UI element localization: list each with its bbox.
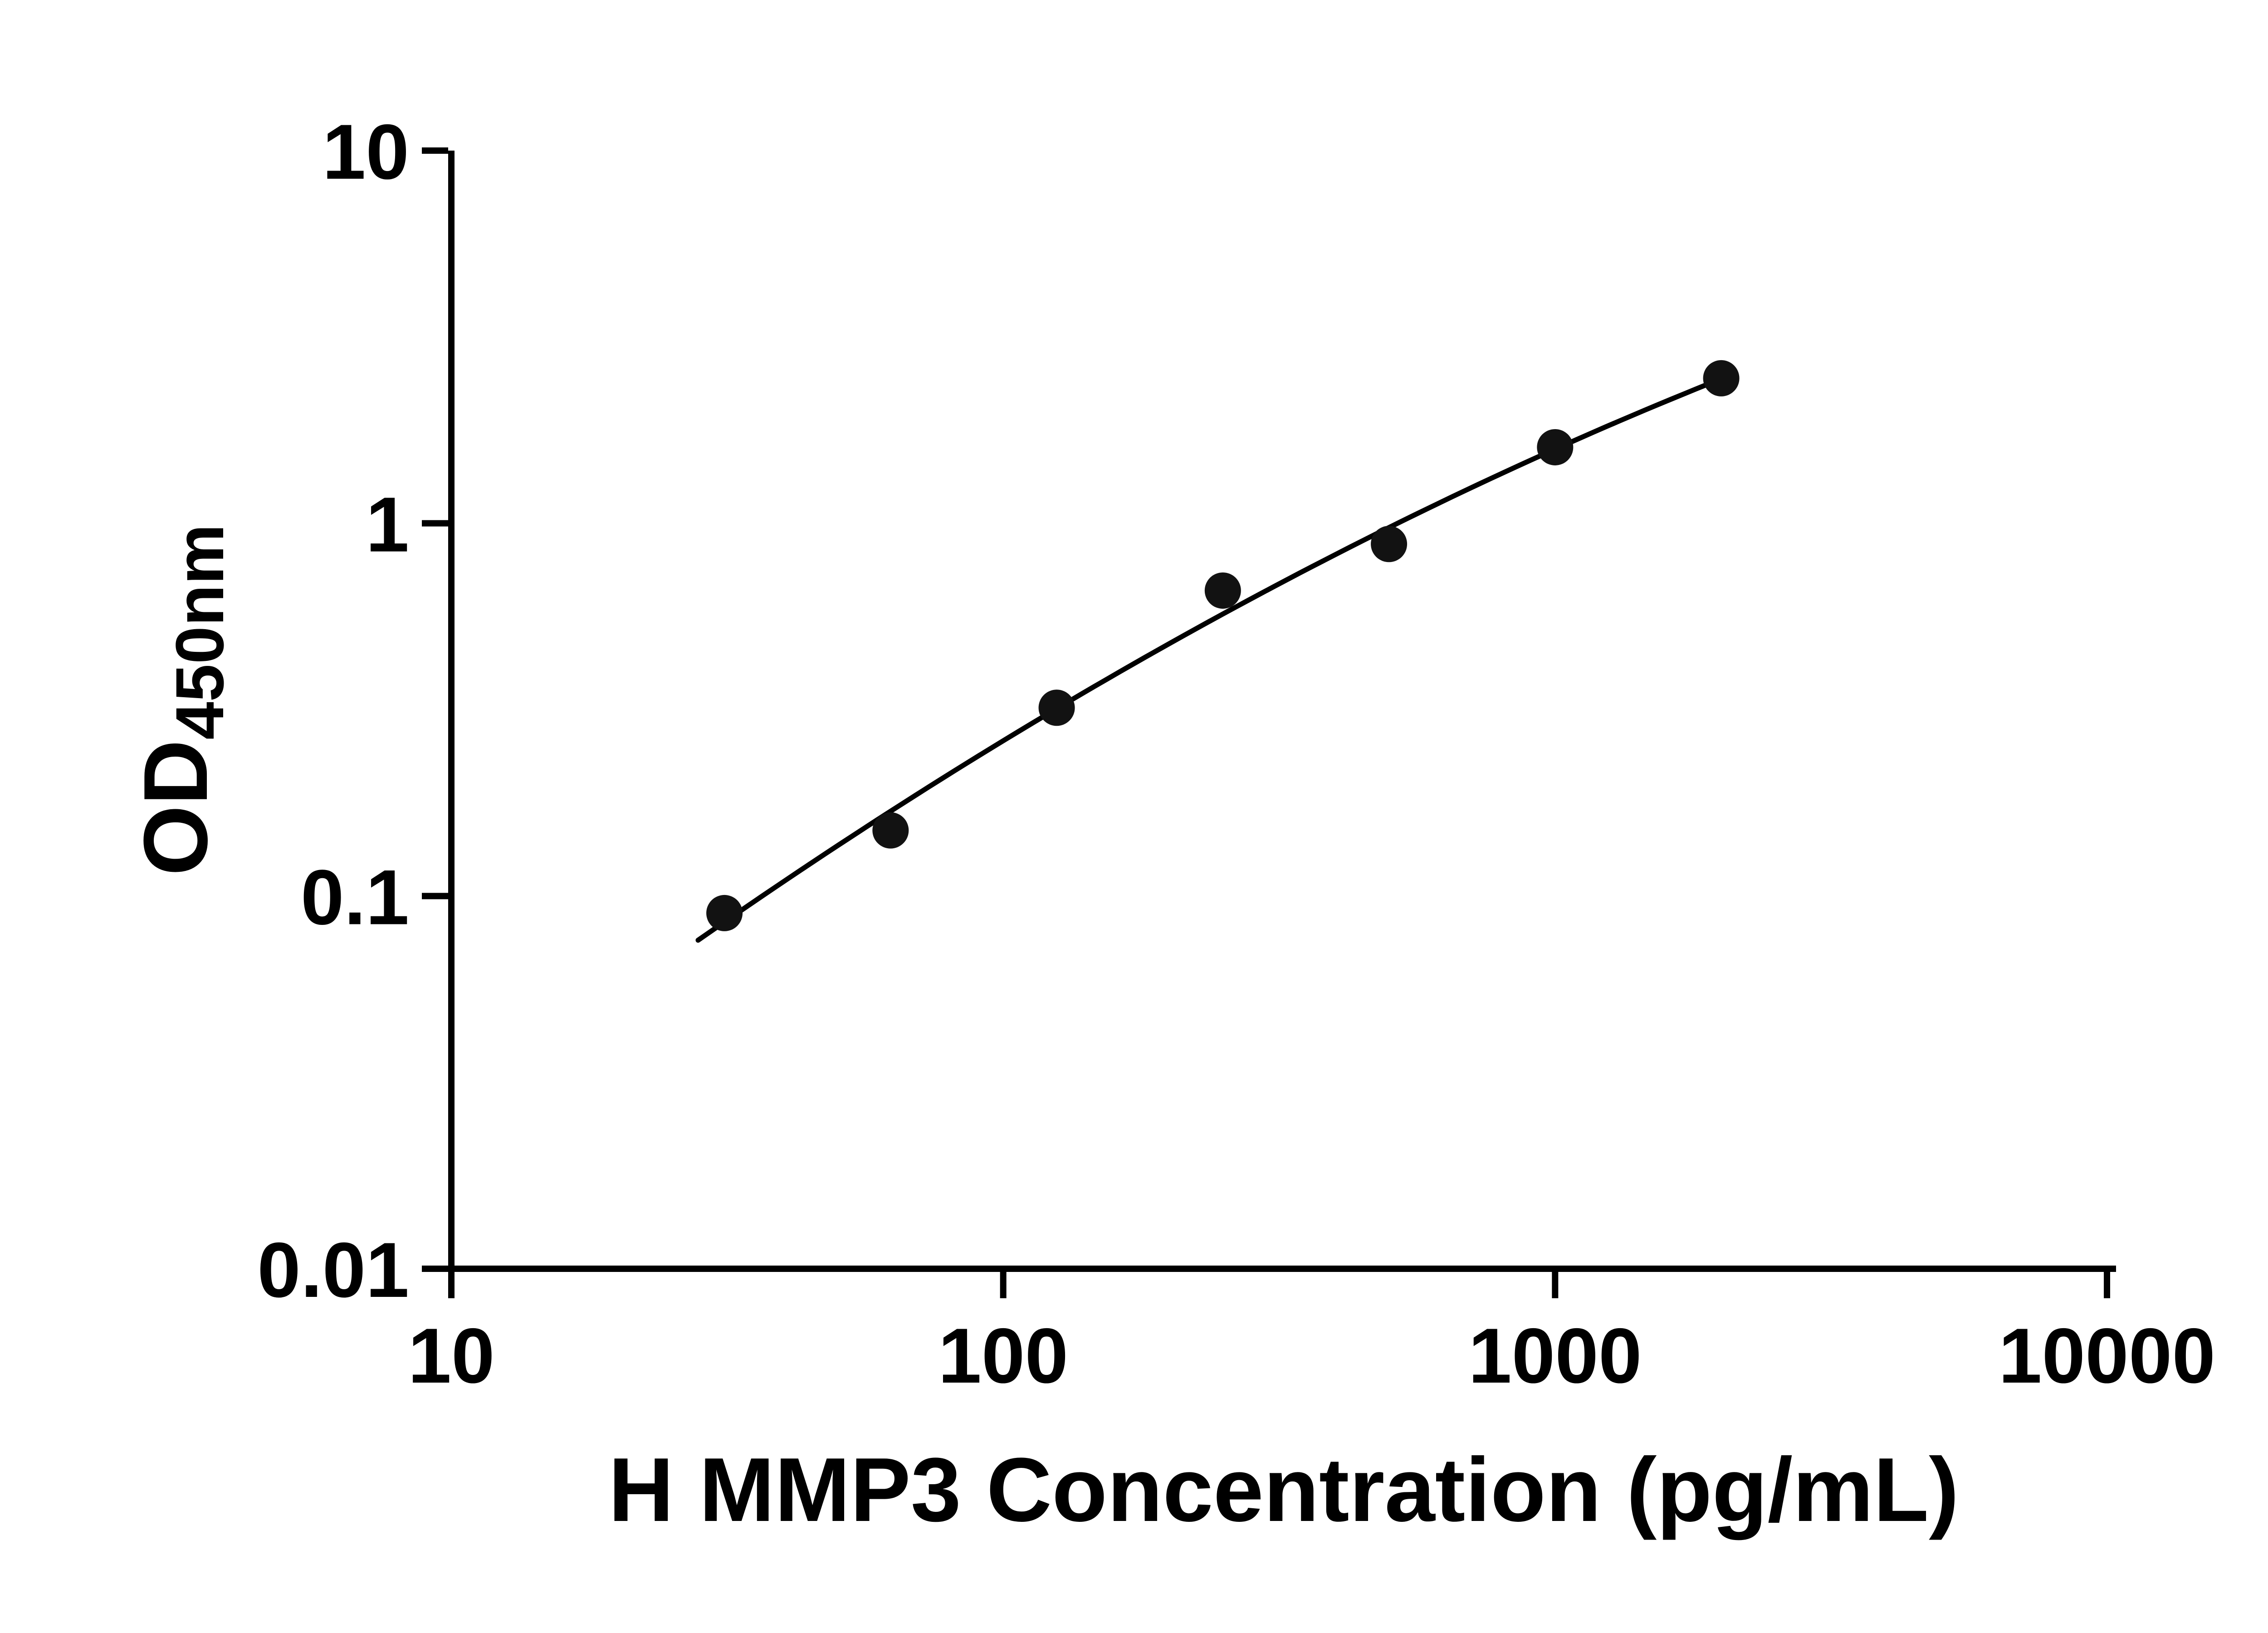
data-point (1204, 572, 1241, 609)
x-axis-tick-label: 10 (408, 1312, 494, 1399)
x-axis-tick-label: 10000 (1999, 1312, 2215, 1399)
data-point (1537, 429, 1574, 465)
data-point (706, 895, 743, 931)
data-point (1703, 360, 1740, 396)
y-axis-tick-label: 10 (323, 108, 409, 196)
y-axis-tick-label: 0.1 (301, 854, 409, 941)
x-axis-title: H MMP3 Concentration (pg/mL) (608, 1439, 1959, 1540)
data-point (1038, 689, 1075, 726)
x-axis-tick-label: 100 (938, 1312, 1068, 1399)
y-axis-tick-label: 0.01 (257, 1227, 409, 1314)
y-axis-tick-label: 1 (366, 481, 409, 568)
data-point (872, 812, 909, 849)
y-axis-title: OD450nm (117, 428, 238, 972)
y-axis-title-main: OD (125, 739, 226, 876)
data-point (1371, 526, 1408, 562)
y-axis-title-subscript: 450nm (161, 524, 238, 740)
x-axis-tick-label: 1000 (1468, 1312, 1642, 1399)
fit-curve (695, 376, 1724, 943)
